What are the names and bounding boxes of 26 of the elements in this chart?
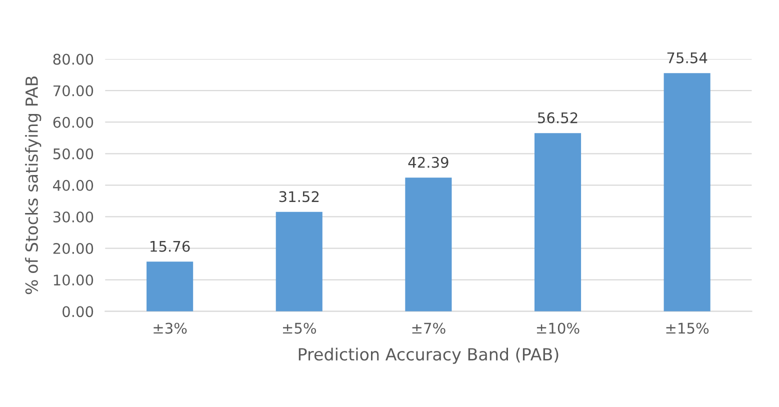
y-tick-label: 40.00 (53, 180, 94, 191)
x-tick-label: ±7% (412, 322, 446, 334)
y-tick-label: 10.00 (54, 274, 94, 286)
x-tick-label: ±10% (536, 322, 580, 334)
y-tick-label: 60.00 (53, 116, 94, 128)
x-tick-label: ±5% (283, 322, 316, 334)
y-tick-label: 80.00 (53, 54, 94, 65)
bar (276, 212, 322, 312)
y-tick-label: 70.00 (54, 85, 94, 96)
y-tick-label: 50.00 (53, 148, 94, 160)
y-tick-label: 20.00 (53, 242, 94, 254)
bar (534, 133, 582, 312)
x-tick-label: ±15% (666, 322, 709, 334)
bar (405, 178, 452, 312)
data-label: 31.52 (279, 191, 319, 202)
data-label: 75.54 (667, 52, 708, 64)
data-label: 56.52 (538, 112, 578, 124)
y-tick-label: 0.00 (62, 306, 94, 318)
data-label: 42.39 (408, 156, 448, 168)
y-tick-label: 30.00 (53, 211, 94, 222)
bar (146, 262, 194, 312)
bar (664, 73, 710, 312)
x-axis-title: Prediction Accuracy Band (PAB) (298, 348, 558, 364)
data-label: 15.76 (150, 240, 190, 252)
x-tick-label: ±3% (154, 322, 187, 334)
y-axis-title: % of Stocks satisfying PAB (25, 76, 42, 294)
